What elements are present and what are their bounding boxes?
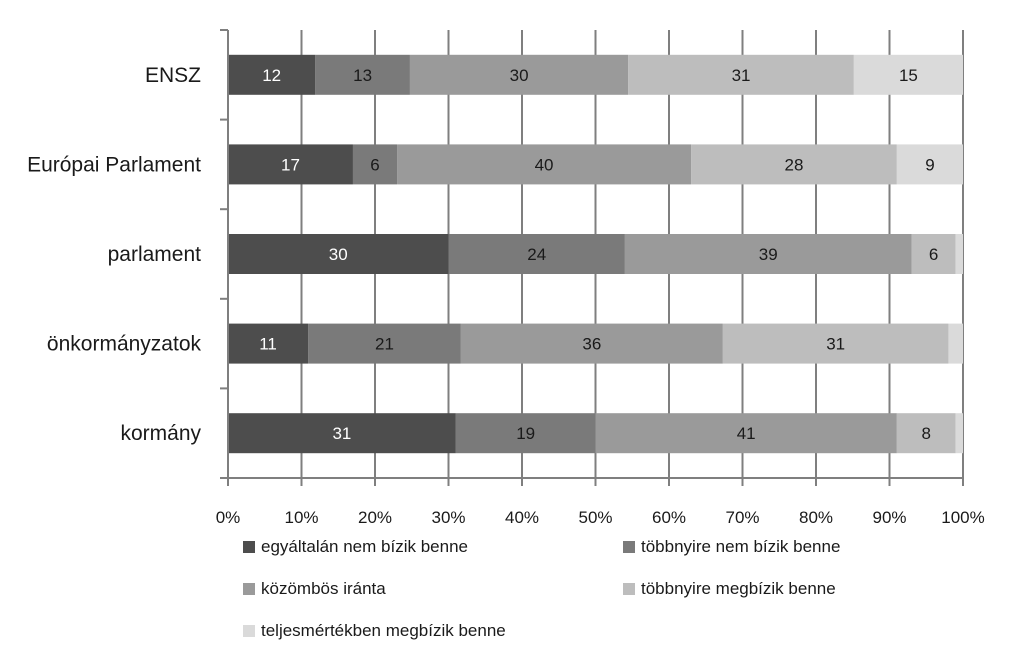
x-tick-label: 50% bbox=[578, 508, 612, 527]
data-label: 11 bbox=[259, 335, 277, 354]
data-label: 30 bbox=[510, 66, 529, 85]
data-label: 19 bbox=[516, 424, 535, 443]
x-tick-label: 20% bbox=[358, 508, 392, 527]
bar-segment bbox=[308, 323, 461, 364]
bar-segment bbox=[228, 144, 353, 185]
x-tick-label: 0% bbox=[216, 508, 241, 527]
bar-segment bbox=[896, 144, 963, 185]
bar-segment bbox=[595, 413, 897, 454]
category-label: ENSZ bbox=[145, 64, 201, 87]
data-label: 28 bbox=[784, 155, 803, 174]
bar-segment bbox=[228, 323, 309, 364]
data-label: 21 bbox=[375, 335, 394, 354]
x-tick-labels: 0% 10% 20% 30% 40% 50% 60% 70% 80% 90% 100% bbox=[216, 508, 985, 527]
data-label: 12 bbox=[262, 66, 281, 85]
x-tick-label: 100% bbox=[941, 508, 984, 527]
bar-segment bbox=[460, 323, 723, 364]
bar-segment bbox=[722, 323, 949, 364]
data-label: 6 bbox=[929, 245, 938, 264]
bar-segment bbox=[409, 54, 629, 95]
data-label: 31 bbox=[332, 424, 351, 443]
bar-segment bbox=[955, 413, 963, 454]
data-label: 9 bbox=[925, 155, 934, 174]
bar-segment bbox=[853, 54, 963, 95]
x-tick-label: 70% bbox=[725, 508, 759, 527]
category-label: parlament bbox=[108, 243, 202, 266]
category-label: önkormányzatok bbox=[47, 333, 202, 356]
legend-label: teljesmértékben megbízik benne bbox=[261, 621, 506, 640]
data-label: 15 bbox=[899, 66, 918, 85]
bar-segment bbox=[911, 234, 956, 274]
bar-segment bbox=[455, 413, 596, 454]
legend-label: egyáltalán nem bízik benne bbox=[261, 537, 468, 556]
bar-segment bbox=[691, 144, 897, 185]
bar-segment bbox=[955, 234, 963, 274]
legend-label: közömbös iránta bbox=[261, 579, 386, 598]
data-label: 31 bbox=[732, 66, 751, 85]
bars: 12 13 30 31 15 17 6 40 28 9 30 24 39 6 11 21 36 31 31 19 41 8 bbox=[228, 54, 963, 454]
bar-segment bbox=[628, 54, 854, 95]
x-tick-label: 60% bbox=[652, 508, 686, 527]
legend-swatch bbox=[623, 583, 635, 595]
legend-swatch bbox=[243, 583, 255, 595]
data-label: 30 bbox=[329, 245, 348, 264]
data-label: 6 bbox=[370, 155, 379, 174]
data-label: 36 bbox=[582, 335, 601, 354]
data-label: 41 bbox=[737, 424, 756, 443]
category-labels: ENSZ Európai Parlament parlament önkormányz… bbox=[27, 64, 201, 445]
data-label: 8 bbox=[922, 424, 931, 443]
x-tick-label: 10% bbox=[284, 508, 318, 527]
x-tick-label: 90% bbox=[872, 508, 906, 527]
data-label: 31 bbox=[826, 335, 845, 354]
x-tick-label: 80% bbox=[799, 508, 833, 527]
legend-label: többnyire nem bízik benne bbox=[641, 537, 840, 556]
data-label: 24 bbox=[527, 245, 546, 264]
legend-swatch bbox=[243, 541, 255, 553]
x-tick-label: 30% bbox=[431, 508, 465, 527]
x-tick-label: 40% bbox=[505, 508, 539, 527]
category-label: kormány bbox=[120, 422, 201, 445]
bar-segment bbox=[397, 144, 692, 185]
data-label: 39 bbox=[759, 245, 778, 264]
data-label: 40 bbox=[535, 155, 554, 174]
bar-segment bbox=[228, 234, 449, 274]
bar-segment bbox=[352, 144, 398, 185]
bar-segment bbox=[896, 413, 956, 454]
legend-label: többnyire megbízik benne bbox=[641, 579, 836, 598]
category-label: Európai Parlament bbox=[27, 153, 201, 176]
bar-segment bbox=[948, 323, 963, 364]
legend-swatch bbox=[243, 625, 255, 637]
bar-segment bbox=[228, 54, 316, 95]
data-label: 17 bbox=[281, 155, 300, 174]
axes bbox=[220, 29, 964, 486]
bar-segment bbox=[228, 413, 456, 454]
bar-segment bbox=[624, 234, 912, 274]
bar-segment bbox=[448, 234, 625, 274]
data-label: 13 bbox=[353, 66, 372, 85]
legend-swatch bbox=[623, 541, 635, 553]
bar-segment bbox=[315, 54, 410, 95]
legend: egyáltalán nem bízik benne többnyire nem … bbox=[243, 537, 840, 640]
